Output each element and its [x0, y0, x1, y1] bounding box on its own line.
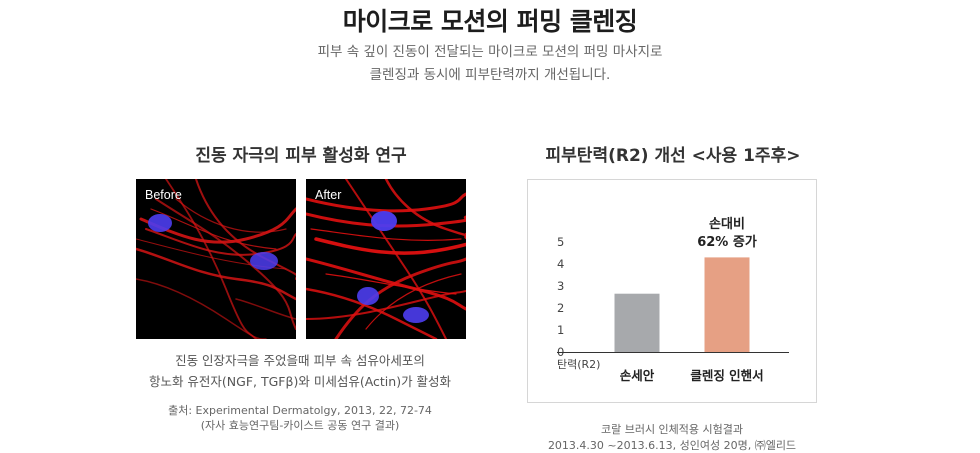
description-line-1: 피부 속 깊이 진동이 전달되는 마이크로 모션의 퍼밍 마사지로 [317, 44, 663, 60]
main-title: 마이크로 모션의 퍼밍 클렌징 [342, 7, 638, 36]
test-note-line-2: 2013.4.30 ~2013.6.13, 성인여성 20명, ㈜엘리드 [547, 439, 797, 452]
y-tick-label: 1 [557, 323, 564, 337]
before-label: Before [145, 188, 182, 202]
source-line-1: 출처: Experimental Dermatolgy, 2013, 22, 7… [168, 404, 432, 417]
y-tick-label: 2 [557, 301, 564, 315]
category-label: 손세안 [620, 368, 655, 383]
y-tick-label: 5 [557, 235, 564, 249]
bar-1 [614, 293, 660, 352]
description-line-2: 클렌징과 동시에 피부탄력까지 개선됩니다. [369, 67, 611, 83]
chart-frame [527, 179, 817, 403]
y-axis-label: 탄력(R2) [557, 358, 600, 371]
before-micrograph: Before [136, 179, 296, 339]
vibration-study-title: 진동 자극의 피부 활성화 연구 [195, 146, 407, 166]
after-label: After [315, 188, 342, 202]
category-label: 클렌징 인핸서 [690, 368, 763, 383]
after-cell-image [306, 179, 466, 339]
caption-line-2: 항노화 유전자(NGF, TGFβ)와 미세섬유(Actin)가 활성화 [148, 374, 452, 389]
annotation-line-1: 손대비 [709, 217, 745, 232]
test-note-line-1: 코랄 브러시 인체적용 시험결과 [600, 423, 744, 436]
after-micrograph: After [306, 179, 466, 339]
chart-title: 피부탄력(R2) 개선 <사용 1주후> [545, 146, 801, 166]
source-line-2: (자사 효능연구팀-카이스트 공동 연구 결과) [200, 419, 400, 432]
caption-line-1: 진동 인장자극을 주었을때 피부 속 섬유아세포의 [175, 353, 425, 368]
y-tick-label: 3 [557, 279, 564, 293]
before-cell-image [136, 179, 296, 339]
y-tick-label: 4 [557, 257, 564, 271]
annotation-line-2: 62% 증가 [697, 235, 757, 250]
bar-2 [704, 257, 750, 352]
